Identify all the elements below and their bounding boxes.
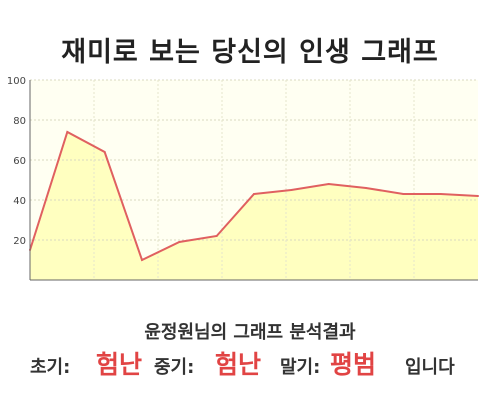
late-value: 평범 [330,350,377,379]
area-fill [30,132,478,280]
data-point-5 [215,235,218,237]
data-point-3 [141,259,143,261]
early-value: 험난 [96,350,143,379]
middle-value: 험난 [215,350,262,379]
data-point-9 [365,187,367,189]
data-point-8 [327,183,330,185]
data-point-1 [66,131,69,133]
y-tick-label-80: 80 [13,116,26,127]
data-point-2 [103,151,106,153]
late-label: 말기: [280,357,321,378]
page-title: 재미로 보는 당신의 인생 그래프 [61,37,439,68]
data-point-6 [253,193,255,195]
middle-label: 중기: [154,357,195,378]
y-tick-label-40: 40 [13,196,26,207]
data-point-12 [477,195,479,197]
life-graph-chart: 20406080100전생0세20세40세60세80세100세환생 [7,76,479,281]
early-label: 초기: [30,357,71,378]
y-tick-label-60: 60 [13,156,26,167]
y-tick-label-20: 20 [13,236,26,247]
result-title: 윤정원님의 그래프 분석결과 [144,322,356,343]
data-point-7 [290,189,293,191]
data-point-11 [439,193,442,195]
data-point-4 [178,241,181,243]
data-point-10 [402,193,405,195]
y-tick-label-100: 100 [7,76,26,87]
result-suffix: 입니다 [405,357,455,378]
